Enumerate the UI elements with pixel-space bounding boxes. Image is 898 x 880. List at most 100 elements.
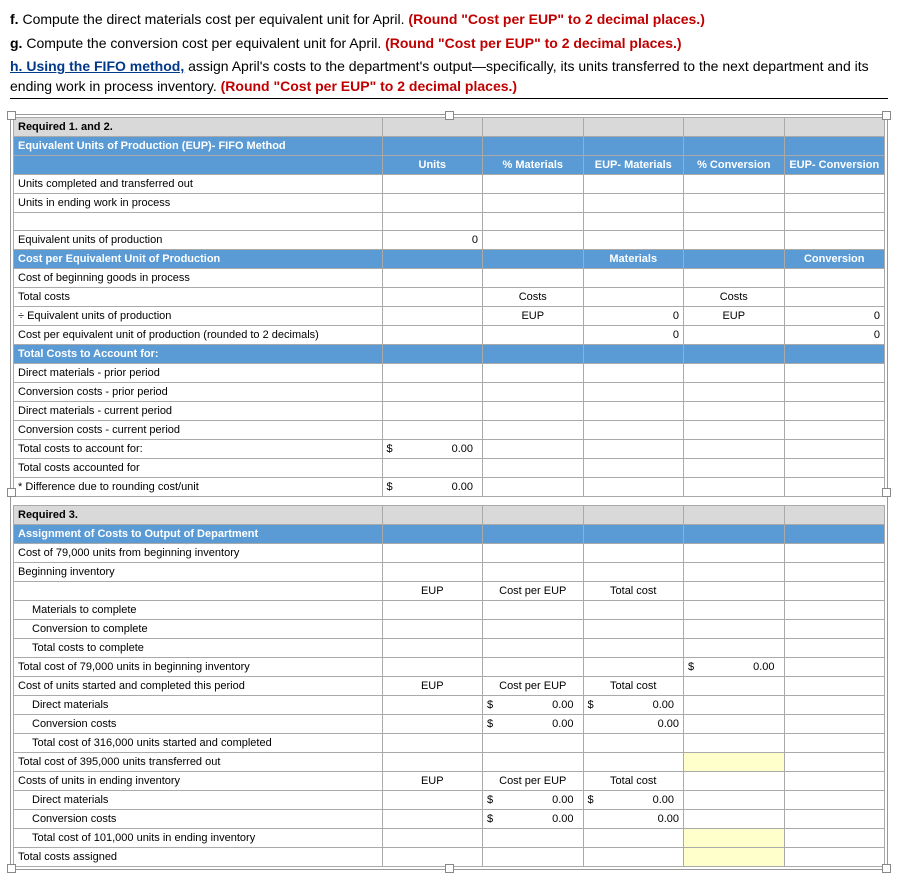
cell[interactable]: 0 [583,326,684,345]
cell[interactable]: Cost per EUP [483,677,584,696]
cell[interactable]: EUP [483,307,584,326]
cell[interactable] [784,421,885,440]
resize-handle[interactable] [882,864,891,873]
resize-handle[interactable] [445,111,454,120]
cell[interactable]: Direct materials [14,696,383,715]
cell[interactable] [483,440,584,459]
cell[interactable]: 0 [784,307,885,326]
cell[interactable]: Equivalent units of production [14,231,383,250]
cell[interactable] [483,194,584,213]
cell[interactable] [583,137,684,156]
cell[interactable]: 0.00 [583,715,684,734]
cell[interactable] [382,639,483,658]
cell[interactable] [483,753,584,772]
cell[interactable] [684,810,785,829]
cell[interactable] [684,213,785,231]
cell[interactable] [784,525,885,544]
cell[interactable]: Total cost of 395,000 units transferred … [14,753,383,772]
cell[interactable] [483,829,584,848]
cell[interactable]: Direct materials - prior period [14,364,383,383]
cell[interactable]: Cost per EUP [483,772,584,791]
cell[interactable]: Total costs to account for: [14,440,383,459]
cell[interactable] [583,544,684,563]
cell[interactable] [784,118,885,137]
cell[interactable]: $0.00 [583,696,684,715]
cell[interactable]: Cost of units started and completed this… [14,677,383,696]
cell[interactable] [382,715,483,734]
cell[interactable] [583,440,684,459]
cell[interactable]: Direct materials [14,791,383,810]
cell[interactable] [382,307,483,326]
cell[interactable]: Cost per Equivalent Unit of Production [14,250,383,269]
cell[interactable]: Total costs [14,288,383,307]
cell[interactable] [382,525,483,544]
cell[interactable] [483,383,584,402]
cell[interactable]: Materials to complete [14,601,383,620]
cell[interactable] [583,478,684,497]
cell[interactable] [583,364,684,383]
cell[interactable] [382,421,483,440]
cell[interactable] [583,563,684,582]
cell[interactable] [684,269,785,288]
cell[interactable]: Cost of beginning goods in process [14,269,383,288]
cell[interactable] [483,402,584,421]
cell[interactable] [684,402,785,421]
cell[interactable] [382,459,483,478]
cell[interactable] [684,364,785,383]
cell[interactable] [784,582,885,601]
cell[interactable] [784,231,885,250]
cell[interactable] [784,677,885,696]
cell[interactable] [684,421,785,440]
cell[interactable] [684,326,785,345]
cell[interactable]: Beginning inventory [14,563,383,582]
cell[interactable] [684,118,785,137]
cell[interactable]: * Difference due to rounding cost/unit [14,478,383,497]
cell[interactable] [583,402,684,421]
cell[interactable] [382,601,483,620]
cell[interactable] [784,715,885,734]
cell[interactable] [784,459,885,478]
cell[interactable] [583,753,684,772]
cell[interactable] [684,525,785,544]
cell[interactable] [784,175,885,194]
cell[interactable] [684,696,785,715]
cell[interactable] [382,213,483,231]
cell[interactable] [583,383,684,402]
cell[interactable]: $0.00 [483,715,584,734]
cell[interactable]: Total costs accounted for [14,459,383,478]
cell[interactable]: Materials [583,250,684,269]
resize-handle[interactable] [882,488,891,497]
cell[interactable] [382,563,483,582]
cell[interactable] [483,269,584,288]
cell[interactable] [583,829,684,848]
cell[interactable] [483,544,584,563]
cell[interactable] [382,402,483,421]
cell[interactable] [483,563,584,582]
cell[interactable]: Costs [483,288,584,307]
cell[interactable] [583,639,684,658]
cell[interactable] [684,137,785,156]
cell[interactable] [684,620,785,639]
cell[interactable]: $0.00 [483,696,584,715]
cell[interactable]: Conversion costs [14,715,383,734]
cell[interactable] [583,601,684,620]
cell[interactable] [684,194,785,213]
cell[interactable] [382,326,483,345]
resize-handle[interactable] [7,111,16,120]
cell[interactable] [784,658,885,677]
cell[interactable]: Cost of 79,000 units from beginning inve… [14,544,383,563]
cell[interactable]: Total cost [583,772,684,791]
cell[interactable] [684,478,785,497]
cell[interactable]: Costs [684,288,785,307]
cell[interactable] [382,250,483,269]
cell[interactable] [382,118,483,137]
cell[interactable] [784,544,885,563]
cell[interactable] [483,118,584,137]
cell[interactable] [784,601,885,620]
cell[interactable] [382,345,483,364]
cell[interactable]: $0.00 [483,810,584,829]
cell[interactable] [483,658,584,677]
cell[interactable] [684,582,785,601]
resize-handle[interactable] [882,111,891,120]
cell[interactable] [382,364,483,383]
